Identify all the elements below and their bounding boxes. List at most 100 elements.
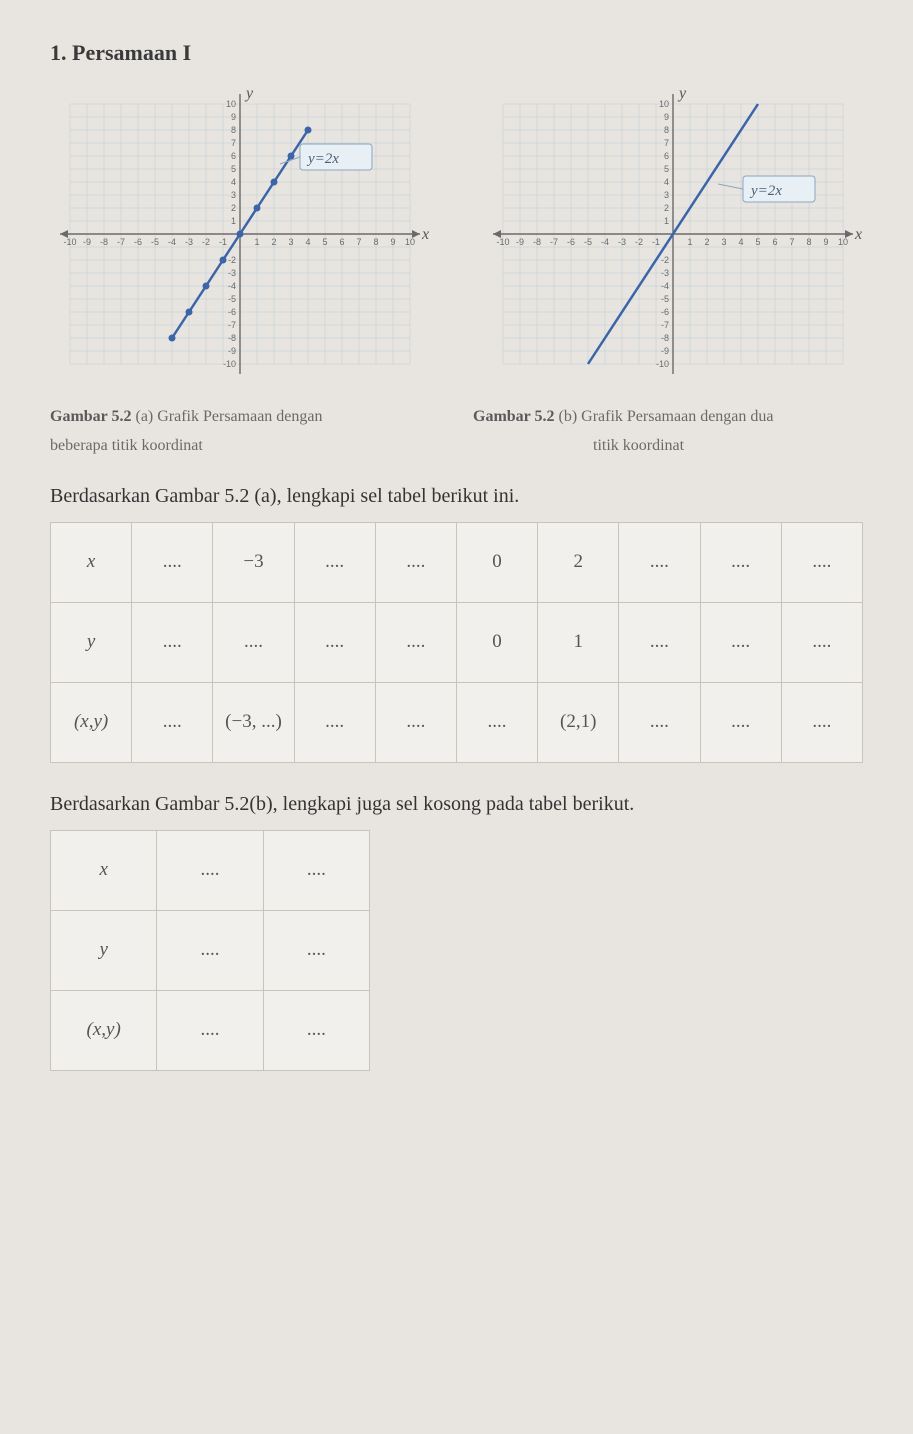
svg-text:5: 5 xyxy=(231,164,236,174)
cell: .... xyxy=(132,682,213,762)
chart-a-x-label: x xyxy=(421,226,429,243)
svg-text:6: 6 xyxy=(664,151,669,161)
svg-text:6: 6 xyxy=(339,237,344,247)
caption-b-rest1: (b) Grafik Persamaan dengan dua xyxy=(554,408,773,425)
svg-text:-2: -2 xyxy=(228,255,236,265)
svg-text:8: 8 xyxy=(373,237,378,247)
svg-text:1: 1 xyxy=(231,216,236,226)
svg-text:9: 9 xyxy=(231,112,236,122)
instruction-2: Berdasarkan Gambar 5.2(b), lengkapi juga… xyxy=(50,793,863,816)
cell: .... xyxy=(700,682,781,762)
svg-text:2: 2 xyxy=(231,203,236,213)
svg-text:2: 2 xyxy=(704,237,709,247)
svg-text:7: 7 xyxy=(356,237,361,247)
cell: .... xyxy=(263,830,369,910)
cell: −3 xyxy=(213,522,294,602)
cell: (x,y) xyxy=(51,682,132,762)
svg-text:7: 7 xyxy=(231,138,236,148)
cell: .... xyxy=(619,522,700,602)
cell: x xyxy=(51,830,157,910)
chart-b-svg: y x -10-9-8-7-6-5-4-3-2-1123456789101234… xyxy=(483,84,863,384)
caption-b-rest2: titik koordinat xyxy=(473,437,684,454)
cell: .... xyxy=(157,910,263,990)
cell: .... xyxy=(781,522,862,602)
cell: 2 xyxy=(538,522,619,602)
cell: .... xyxy=(375,682,456,762)
svg-text:-7: -7 xyxy=(550,237,558,247)
cell: (2,1) xyxy=(538,682,619,762)
svg-text:-3: -3 xyxy=(228,268,236,278)
svg-text:1: 1 xyxy=(254,237,259,247)
svg-text:9: 9 xyxy=(390,237,395,247)
cell: .... xyxy=(700,522,781,602)
svg-text:-10: -10 xyxy=(656,359,669,369)
cell: 0 xyxy=(456,522,537,602)
svg-text:-10: -10 xyxy=(223,359,236,369)
svg-text:-7: -7 xyxy=(117,237,125,247)
cell: .... xyxy=(619,602,700,682)
table-1: x .... −3 .... .... 0 2 .... .... .... y… xyxy=(50,522,863,763)
cell: .... xyxy=(263,990,369,1070)
svg-text:-2: -2 xyxy=(661,255,669,265)
svg-text:4: 4 xyxy=(664,177,669,187)
svg-text:10: 10 xyxy=(838,237,848,247)
cell: .... xyxy=(619,682,700,762)
table-row: x .... .... xyxy=(51,830,370,910)
svg-text:-8: -8 xyxy=(228,333,236,343)
chart-a-equation: y=2x xyxy=(306,151,339,167)
cell: (−3, ...) xyxy=(213,682,294,762)
svg-text:1: 1 xyxy=(664,216,669,226)
cell: .... xyxy=(456,682,537,762)
svg-text:-3: -3 xyxy=(618,237,626,247)
instruction-1: Berdasarkan Gambar 5.2 (a), lengkapi sel… xyxy=(50,485,863,508)
chart-a-svg: y x -10-9-8-7-6-5-4-3-2-1123456789101234… xyxy=(50,84,430,384)
svg-text:-8: -8 xyxy=(100,237,108,247)
svg-text:7: 7 xyxy=(789,237,794,247)
svg-text:-4: -4 xyxy=(661,281,669,291)
svg-text:-4: -4 xyxy=(228,281,236,291)
svg-text:5: 5 xyxy=(322,237,327,247)
svg-text:-2: -2 xyxy=(635,237,643,247)
table-row: y .... .... .... .... 0 1 .... .... .... xyxy=(51,602,863,682)
svg-text:-6: -6 xyxy=(134,237,142,247)
svg-text:-8: -8 xyxy=(533,237,541,247)
svg-text:3: 3 xyxy=(664,190,669,200)
svg-text:3: 3 xyxy=(231,190,236,200)
svg-text:4: 4 xyxy=(231,177,236,187)
cell: y xyxy=(51,602,132,682)
svg-text:-6: -6 xyxy=(567,237,575,247)
cell: .... xyxy=(157,990,263,1070)
caption-a-bold: Gambar 5.2 xyxy=(50,408,131,425)
svg-text:-9: -9 xyxy=(516,237,524,247)
svg-text:8: 8 xyxy=(231,125,236,135)
cell: y xyxy=(51,910,157,990)
svg-text:-5: -5 xyxy=(228,294,236,304)
cell: .... xyxy=(132,602,213,682)
svg-text:5: 5 xyxy=(664,164,669,174)
svg-text:-6: -6 xyxy=(228,307,236,317)
svg-text:-9: -9 xyxy=(228,346,236,356)
svg-text:-4: -4 xyxy=(601,237,609,247)
cell: .... xyxy=(157,830,263,910)
svg-text:-9: -9 xyxy=(661,346,669,356)
svg-text:6: 6 xyxy=(231,151,236,161)
svg-text:-4: -4 xyxy=(168,237,176,247)
svg-text:-3: -3 xyxy=(185,237,193,247)
svg-text:4: 4 xyxy=(305,237,310,247)
table-row: x .... −3 .... .... 0 2 .... .... .... xyxy=(51,522,863,602)
chart-a: y x -10-9-8-7-6-5-4-3-2-1123456789101234… xyxy=(50,84,430,389)
chart-b-x-label: x xyxy=(854,226,862,243)
cell: .... xyxy=(294,682,375,762)
cell: .... xyxy=(294,602,375,682)
cell: x xyxy=(51,522,132,602)
svg-text:9: 9 xyxy=(823,237,828,247)
caption-b: Gambar 5.2 (b) Grafik Persamaan dengan d… xyxy=(473,403,863,461)
cell: .... xyxy=(375,522,456,602)
table-row: (x,y) .... .... xyxy=(51,990,370,1070)
section-heading: 1. Persamaan I xyxy=(50,40,863,66)
chart-a-y-label: y xyxy=(244,85,254,102)
cell: .... xyxy=(294,522,375,602)
chart-b-equation: y=2x xyxy=(749,183,782,199)
svg-text:-9: -9 xyxy=(83,237,91,247)
svg-text:2: 2 xyxy=(664,203,669,213)
